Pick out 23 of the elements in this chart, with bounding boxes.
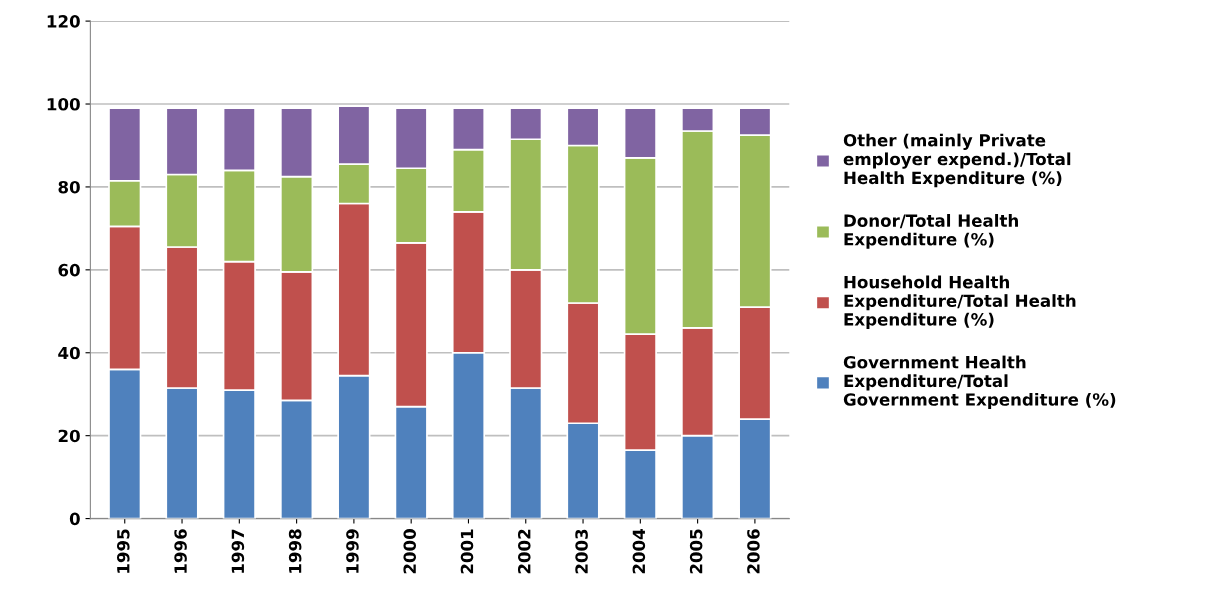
y-tick-label: 0 xyxy=(69,512,80,526)
x-tick-label: 2005 xyxy=(689,529,703,574)
x-tick-label: 2002 xyxy=(517,529,531,574)
y-tick-label: 40 xyxy=(58,346,80,360)
x-tick-label: 2004 xyxy=(632,529,646,574)
legend-label: Household Health Expenditure/Total Health Expenditure (%) xyxy=(844,275,1076,329)
x-tick-label: 2003 xyxy=(575,529,588,574)
x-tick-label: 1996 xyxy=(174,529,187,573)
x-tick-label: 1998 xyxy=(288,529,302,573)
x-tick-label: 1999 xyxy=(346,529,359,573)
x-tick-label: 2000 xyxy=(403,529,417,574)
y-tick-label: 100 xyxy=(47,97,80,111)
x-tick-label: 1995 xyxy=(116,529,130,573)
y-tick-label: 60 xyxy=(58,263,80,277)
legend-label: Other (mainly Private employer expend.)/Total Health Expenditure (%) xyxy=(843,133,1071,188)
x-tick-label: 1997 xyxy=(231,529,245,573)
y-tick-label: 120 xyxy=(47,15,80,28)
x-tick-label: 2006 xyxy=(747,529,760,574)
legend-label: Donor/Total Health Expenditure (%) xyxy=(844,214,1018,249)
y-tick-label: 20 xyxy=(58,429,80,443)
x-tick-label: 2001 xyxy=(460,529,474,574)
y-tick-label: 80 xyxy=(58,180,80,194)
legend-label: Government Health Expenditure/Total Government Expenditure (%) xyxy=(843,355,1116,410)
